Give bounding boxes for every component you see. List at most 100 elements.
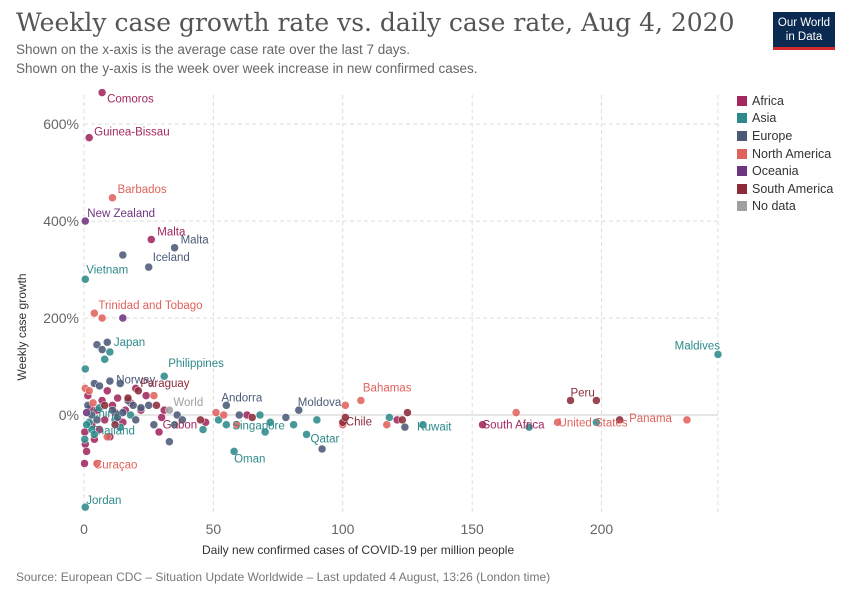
data-point[interactable]	[247, 413, 257, 422]
data-point[interactable]	[341, 413, 350, 422]
data-point[interactable]	[108, 405, 117, 415]
legend-item[interactable]: Oceania	[737, 162, 833, 180]
data-point[interactable]	[82, 447, 91, 456]
data-point[interactable]	[524, 422, 534, 432]
data-point[interactable]	[118, 250, 128, 260]
data-point[interactable]	[149, 391, 159, 400]
data-point[interactable]	[312, 415, 322, 425]
data-point[interactable]	[103, 386, 112, 396]
data-point[interactable]	[232, 420, 241, 429]
data-point[interactable]	[154, 427, 164, 437]
data-point[interactable]	[92, 415, 102, 425]
data-point[interactable]	[211, 408, 221, 417]
legend-item[interactable]: North America	[737, 145, 833, 163]
data-point[interactable]	[289, 420, 298, 429]
legend-item[interactable]: Africa	[737, 92, 833, 110]
data-point[interactable]	[713, 350, 723, 359]
data-point[interactable]	[144, 262, 153, 272]
data-point[interactable]	[81, 364, 90, 374]
data-point[interactable]	[682, 415, 692, 425]
data-point[interactable]	[317, 444, 327, 454]
data-point[interactable]	[103, 338, 112, 347]
data-point[interactable]	[403, 408, 412, 417]
data-point[interactable]	[84, 386, 94, 396]
data-point[interactable]	[196, 415, 205, 425]
data-point[interactable]	[302, 430, 311, 439]
data-point[interactable]	[152, 401, 161, 410]
data-point[interactable]	[80, 435, 90, 444]
data-point[interactable]	[385, 413, 394, 422]
data-point[interactable]	[592, 418, 601, 427]
data-point[interactable]	[159, 371, 169, 381]
data-point[interactable]	[97, 88, 107, 97]
legend-item[interactable]: Europe	[737, 127, 833, 145]
data-point[interactable]	[341, 401, 350, 410]
legend-item[interactable]: No data	[737, 198, 833, 216]
data-point[interactable]	[219, 410, 228, 420]
data-point[interactable]	[566, 396, 575, 405]
data-point[interactable]	[80, 459, 89, 468]
data-point[interactable]	[105, 347, 115, 357]
data-point[interactable]	[82, 420, 91, 429]
data-point[interactable]	[90, 308, 99, 318]
data-point[interactable]	[418, 420, 428, 429]
data-point[interactable]	[92, 459, 102, 468]
data-point[interactable]	[92, 340, 102, 349]
data-point[interactable]	[95, 381, 104, 391]
data-point[interactable]	[229, 447, 239, 456]
data-point[interactable]	[172, 410, 182, 420]
data-point[interactable]	[100, 401, 109, 410]
data-point[interactable]	[398, 415, 407, 425]
data-point[interactable]	[82, 408, 91, 417]
data-point[interactable]	[103, 432, 112, 442]
data-point[interactable]	[136, 403, 146, 412]
legend-item[interactable]: Asia	[737, 110, 833, 128]
data-point[interactable]	[356, 396, 366, 405]
data-point[interactable]	[178, 415, 187, 425]
data-point[interactable]	[235, 410, 244, 420]
data-point[interactable]	[400, 422, 410, 432]
data-point[interactable]	[147, 235, 156, 244]
data-point[interactable]	[88, 398, 98, 408]
data-point[interactable]	[118, 408, 128, 417]
data-point[interactable]	[97, 313, 107, 323]
data-point[interactable]	[97, 345, 107, 354]
legend-item[interactable]: South America	[737, 180, 833, 198]
data-point[interactable]	[81, 275, 90, 284]
data-point[interactable]	[255, 410, 265, 420]
data-point[interactable]	[382, 420, 392, 429]
data-point[interactable]	[131, 415, 141, 425]
data-point[interactable]	[100, 355, 109, 364]
data-point[interactable]	[222, 420, 231, 429]
data-point[interactable]	[170, 420, 179, 429]
data-point[interactable]	[113, 393, 122, 403]
data-point[interactable]	[165, 405, 174, 415]
data-point[interactable]	[128, 401, 138, 410]
our-world-in-data-logo[interactable]: Our World in Data	[773, 12, 835, 50]
data-point[interactable]	[115, 379, 125, 388]
data-point[interactable]	[81, 502, 90, 512]
data-point[interactable]	[478, 420, 487, 429]
data-point[interactable]	[118, 313, 128, 323]
data-point[interactable]	[615, 415, 624, 425]
data-point[interactable]	[81, 216, 90, 226]
data-point[interactable]	[198, 425, 208, 434]
data-point[interactable]	[149, 420, 159, 429]
data-point[interactable]	[126, 410, 135, 420]
data-point[interactable]	[144, 401, 153, 410]
data-point[interactable]	[90, 430, 99, 439]
data-point[interactable]	[592, 396, 601, 405]
data-point[interactable]	[123, 393, 133, 403]
data-point[interactable]	[108, 193, 117, 203]
data-point[interactable]	[170, 243, 179, 252]
data-point[interactable]	[110, 420, 120, 429]
data-point[interactable]	[553, 418, 562, 427]
data-point[interactable]	[165, 437, 174, 446]
data-point[interactable]	[222, 401, 231, 410]
data-point[interactable]	[141, 391, 151, 400]
data-point[interactable]	[266, 418, 275, 427]
data-point[interactable]	[134, 386, 143, 396]
data-point[interactable]	[281, 413, 291, 422]
data-point[interactable]	[260, 427, 270, 437]
data-point[interactable]	[84, 133, 94, 142]
